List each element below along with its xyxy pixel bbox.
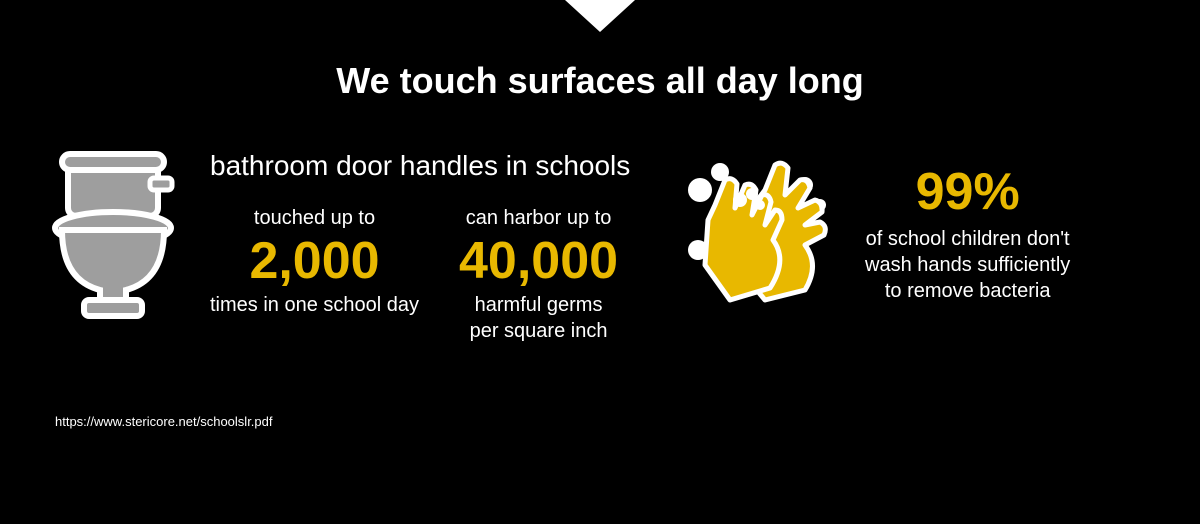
toilet-icon — [50, 150, 190, 320]
stat-percent-number: 99% — [865, 166, 1070, 218]
left-text-group: bathroom door handles in schools touched… — [210, 150, 650, 344]
stat-germs-line1: harmful germs — [475, 294, 603, 316]
left-section: bathroom door handles in schools touched… — [50, 150, 650, 344]
section-pointer — [565, 0, 635, 32]
stat-germs-number: 40,000 — [459, 235, 618, 287]
stat-touched-follow: times in one school day — [210, 292, 419, 318]
stat-germs-lead: can harbor up to — [459, 207, 618, 230]
right-section: 99% of school children don't wash hands … — [670, 150, 1150, 320]
page-title: We touch surfaces all day long — [0, 60, 1200, 102]
stat-germs-line2: per square inch — [470, 320, 608, 342]
stat-germs: can harbor up to 40,000 harmful germs pe… — [459, 207, 618, 344]
source-citation: https://www.stericore.net/schoolslr.pdf — [55, 414, 272, 429]
stat-touched-lead: touched up to — [210, 207, 419, 230]
stat-touched-number: 2,000 — [210, 235, 419, 287]
subtitle: bathroom door handles in schools — [210, 150, 650, 182]
content-row: bathroom door handles in schools touched… — [0, 150, 1200, 344]
stat-percent-line3: to remove bacteria — [885, 280, 1051, 302]
stat-percent-line1: of school children don't — [866, 228, 1070, 250]
stats-row: touched up to 2,000 times in one school … — [210, 207, 650, 344]
stat-germs-follow: harmful germs per square inch — [459, 292, 618, 344]
stat-percent-follow: of school children don't wash hands suff… — [865, 226, 1070, 304]
stat-touched: touched up to 2,000 times in one school … — [210, 207, 419, 344]
stat-percent-line2: wash hands sufficiently — [865, 254, 1070, 276]
right-text-group: 99% of school children don't wash hands … — [865, 166, 1070, 304]
handwashing-icon — [670, 150, 840, 320]
